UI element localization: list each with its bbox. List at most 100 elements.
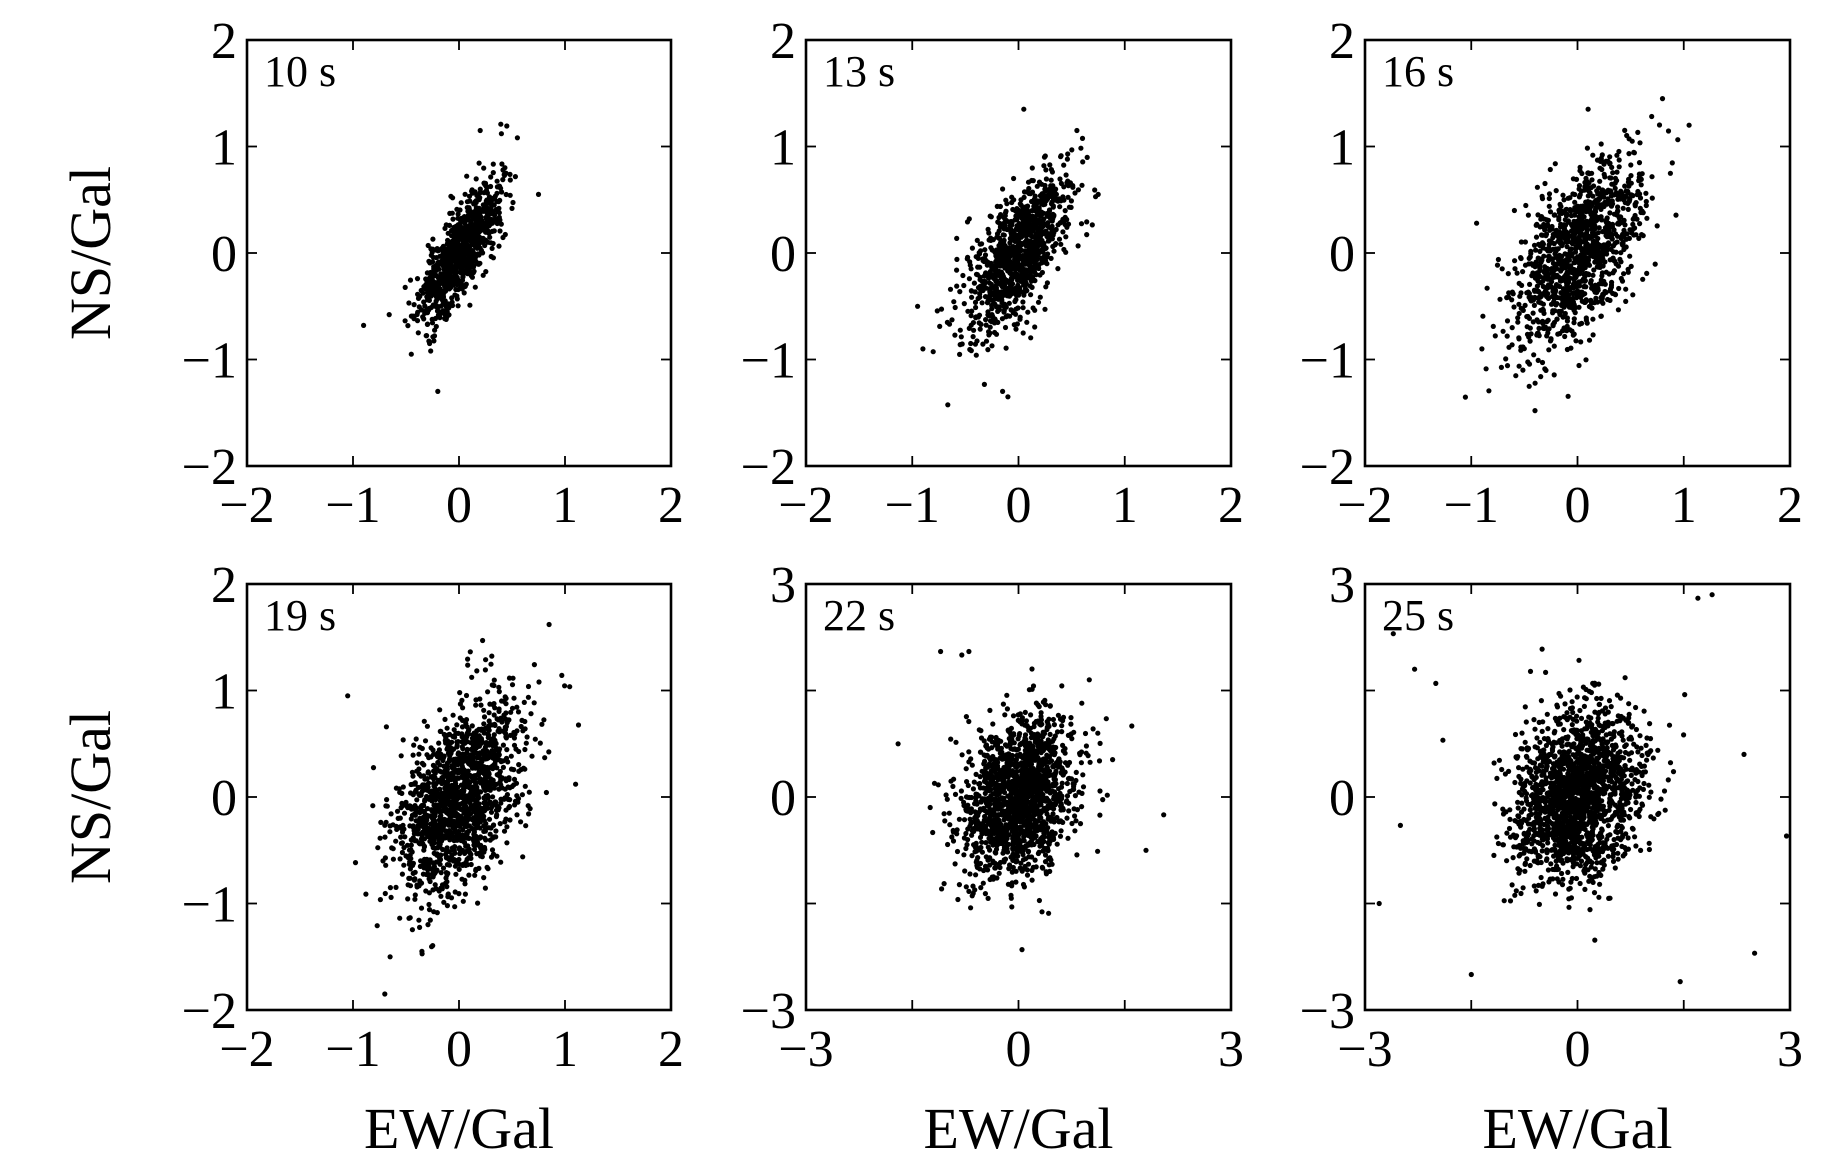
data-point <box>1000 186 1006 192</box>
data-point <box>957 289 963 295</box>
data-point <box>1598 155 1604 161</box>
data-point <box>974 237 980 243</box>
data-point <box>1532 380 1538 386</box>
data-point <box>1010 310 1016 316</box>
data-point <box>1557 330 1563 337</box>
data-point <box>449 809 455 815</box>
data-point <box>1046 207 1053 213</box>
data-point <box>1616 285 1622 292</box>
data-point <box>411 302 417 308</box>
data-point <box>394 808 401 814</box>
data-point <box>486 229 492 235</box>
data-point <box>469 735 475 741</box>
data-point <box>446 862 453 868</box>
data-point <box>1526 255 1532 261</box>
data-point <box>445 230 451 236</box>
data-point <box>481 190 487 196</box>
data-point <box>1541 310 1547 316</box>
data-point <box>998 240 1004 246</box>
data-point <box>1614 169 1620 175</box>
data-point <box>993 278 999 285</box>
data-point <box>1628 192 1634 198</box>
data-point <box>439 882 446 888</box>
x-tick-label: 2 <box>658 477 684 534</box>
data-point <box>1600 248 1606 254</box>
data-point <box>483 740 489 746</box>
data-point <box>970 334 976 340</box>
data-point <box>1504 363 1511 369</box>
data-point <box>1020 299 1026 305</box>
data-point <box>477 186 483 192</box>
data-point <box>375 845 381 851</box>
data-point <box>1019 215 1025 222</box>
data-point <box>437 861 443 867</box>
data-point <box>437 707 443 713</box>
data-point <box>1532 264 1538 270</box>
data-point <box>1051 722 1057 728</box>
data-point <box>1041 222 1047 228</box>
data-point <box>425 289 432 295</box>
data-point <box>999 284 1005 290</box>
data-point <box>507 177 513 183</box>
data-point <box>412 869 418 875</box>
data-point <box>1039 181 1045 187</box>
data-point <box>537 740 543 746</box>
data-point <box>414 882 420 888</box>
data-point <box>473 216 479 222</box>
data-point <box>461 255 467 261</box>
data-point <box>483 237 489 243</box>
data-point <box>1551 343 1557 349</box>
data-point <box>1024 238 1030 244</box>
data-point <box>424 776 430 782</box>
data-point <box>1008 231 1015 237</box>
data-point <box>417 792 423 799</box>
data-point <box>1625 269 1631 275</box>
data-point <box>1029 165 1035 171</box>
data-point <box>431 333 438 339</box>
data-point <box>429 316 435 322</box>
data-point <box>988 235 994 241</box>
data-point <box>374 923 380 929</box>
data-point <box>455 759 461 765</box>
data-point <box>426 907 433 913</box>
data-point <box>1070 184 1076 190</box>
data-point <box>976 251 983 257</box>
data-point <box>415 309 421 315</box>
data-point <box>459 833 465 840</box>
data-point <box>532 736 538 742</box>
data-point <box>449 254 455 260</box>
data-point <box>525 694 532 700</box>
data-point <box>1001 226 1007 232</box>
data-point <box>453 769 459 775</box>
data-point <box>405 805 411 811</box>
data-point <box>986 329 992 335</box>
data-point <box>1497 296 1503 302</box>
data-point <box>963 884 969 890</box>
data-point <box>1039 909 1045 915</box>
data-point <box>1628 162 1634 168</box>
data-point <box>1525 359 1531 365</box>
data-point <box>456 775 462 781</box>
data-point <box>506 805 512 811</box>
data-point <box>511 695 517 701</box>
data-point <box>1509 297 1515 303</box>
data-point <box>1598 313 1604 319</box>
data-point <box>1559 266 1565 272</box>
data-point <box>1032 257 1038 263</box>
data-point <box>1536 289 1542 295</box>
data-point <box>985 347 991 353</box>
data-point <box>1064 224 1070 230</box>
data-point <box>1058 219 1064 225</box>
data-point <box>458 200 464 206</box>
data-point <box>1578 294 1584 300</box>
data-point <box>1535 330 1541 336</box>
data-point <box>1080 159 1086 165</box>
data-point <box>460 898 466 904</box>
data-point <box>417 924 423 931</box>
data-point <box>1637 221 1643 227</box>
data-point <box>1564 288 1570 294</box>
data-point <box>429 808 435 814</box>
x-tick-label: 0 <box>446 477 472 534</box>
data-point <box>1092 187 1098 193</box>
data-point <box>927 804 933 811</box>
